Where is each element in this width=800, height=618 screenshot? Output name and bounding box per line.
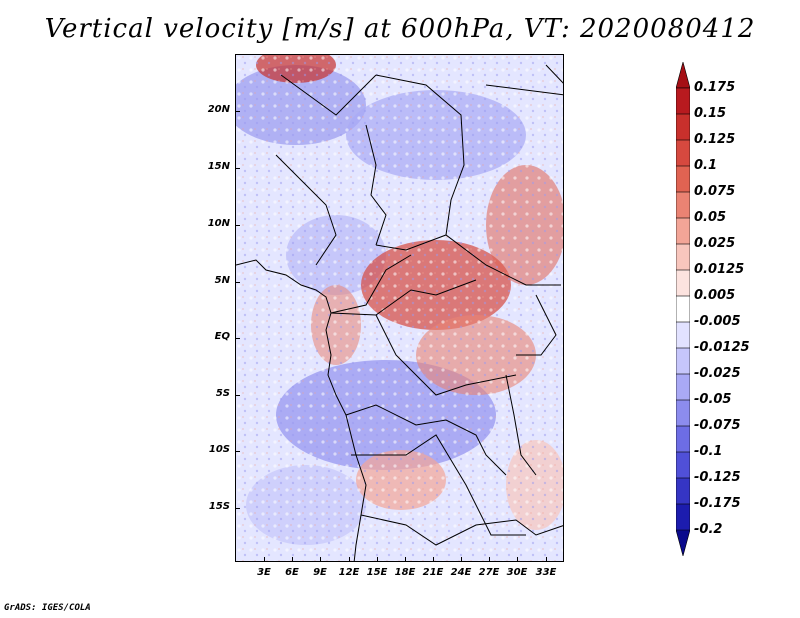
lon-label-21e: 21E	[422, 567, 444, 578]
lon-tick	[433, 557, 434, 562]
colorbar-swatch	[676, 295, 690, 323]
velocity-field-map	[236, 55, 563, 561]
lat-tick	[235, 225, 240, 226]
colorbar-label: -0.1	[694, 444, 723, 459]
colorbar-label: -0.005	[694, 314, 741, 329]
colorbar-label: 0.025	[694, 236, 736, 251]
lon-tick	[489, 557, 490, 562]
lon-label-24e: 24E	[450, 567, 472, 578]
colorbar-swatch	[676, 425, 690, 453]
colorbar-label: -0.075	[694, 418, 741, 433]
colorbar-swatch	[676, 62, 690, 89]
colorbar-swatch	[676, 321, 690, 349]
lon-tick	[405, 557, 406, 562]
colorbar-swatch	[676, 139, 690, 167]
map-title: Vertical velocity [m/s] at 600hPa, VT: 2…	[44, 14, 756, 44]
colorbar-swatch	[676, 191, 690, 219]
lon-tick	[292, 557, 293, 562]
lat-tick	[235, 282, 240, 283]
colorbar-label: -0.05	[694, 392, 732, 407]
lon-label-27e: 27E	[478, 567, 500, 578]
lon-tick	[517, 557, 518, 562]
colorbar-swatch	[676, 217, 690, 245]
lon-tick	[264, 557, 265, 562]
lon-label-15e: 15E	[366, 567, 388, 578]
lon-label-9e: 9E	[313, 567, 327, 578]
colorbar-label: 0.0125	[694, 262, 745, 277]
lon-label-3e: 3E	[257, 567, 271, 578]
lon-tick	[320, 557, 321, 562]
colorbar-label: -0.025	[694, 366, 741, 381]
colorbar-label: -0.0125	[694, 340, 750, 355]
lon-label-18e: 18E	[394, 567, 416, 578]
colorbar-swatch	[676, 503, 690, 531]
country-borders	[236, 64, 563, 561]
colorbar-label: 0.175	[694, 80, 736, 95]
colorbar-label: 0.1	[694, 158, 718, 173]
colorbar-swatch	[676, 347, 690, 375]
lon-tick	[377, 557, 378, 562]
colorbar-label: 0.15	[694, 106, 727, 121]
colorbar-label: 0.05	[694, 210, 727, 225]
lat-tick	[235, 508, 240, 509]
colorbar-label: 0.075	[694, 184, 736, 199]
lat-label-5s: 5S	[215, 388, 230, 399]
lon-label-12e: 12E	[338, 567, 360, 578]
colorbar-label: -0.125	[694, 470, 741, 485]
map-plot-area	[235, 54, 564, 562]
colorbar-label: 0.125	[694, 132, 736, 147]
colorbar-swatch	[676, 373, 690, 401]
lat-label-10n: 10N	[207, 218, 230, 229]
colorbar-swatch	[676, 399, 690, 427]
colorbar	[676, 62, 690, 556]
lon-label-6e: 6E	[285, 567, 299, 578]
colorbar-swatch	[676, 477, 690, 505]
colorbar-label: -0.2	[694, 522, 723, 537]
lat-label-10s: 10S	[208, 444, 230, 455]
colorbar-swatch	[676, 243, 690, 271]
colorbar-label: 0.005	[694, 288, 736, 303]
lat-label-15n: 15N	[207, 161, 230, 172]
colorbar-swatch	[676, 451, 690, 479]
lat-label-5n: 5N	[214, 275, 230, 286]
colorbar-swatch	[676, 529, 690, 556]
colorbar-swatch	[676, 113, 690, 141]
colorbar-swatch	[676, 165, 690, 193]
lon-label-30e: 30E	[506, 567, 528, 578]
lat-label-20n: 20N	[207, 104, 230, 115]
lat-tick	[235, 451, 240, 452]
lon-tick	[349, 557, 350, 562]
colorbar-label: -0.175	[694, 496, 741, 511]
colorbar-swatch	[676, 269, 690, 297]
lat-label-eq: EQ	[214, 331, 230, 342]
lat-label-15s: 15S	[208, 501, 230, 512]
lon-tick	[546, 557, 547, 562]
lat-tick	[235, 111, 240, 112]
grads-credit: GrADS: IGES/COLA	[4, 603, 91, 613]
lat-tick	[235, 338, 240, 339]
lon-tick	[461, 557, 462, 562]
lat-tick	[235, 168, 240, 169]
colorbar-swatch	[676, 87, 690, 115]
lon-label-33e: 33E	[535, 567, 557, 578]
lat-tick	[235, 395, 240, 396]
